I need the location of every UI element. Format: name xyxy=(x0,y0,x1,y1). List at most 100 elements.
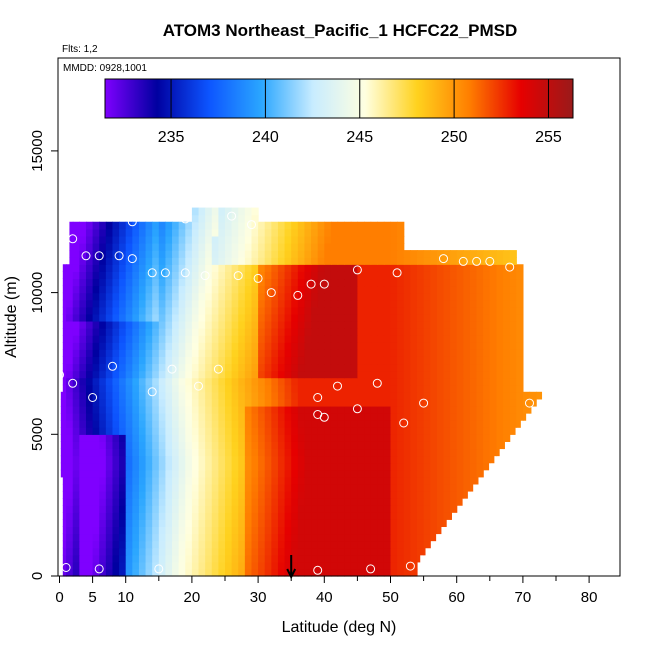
heatmap-cell xyxy=(264,342,272,350)
heatmap-cell xyxy=(284,455,292,464)
heatmap-cell xyxy=(416,299,425,308)
heatmap-cell xyxy=(72,519,80,527)
heatmap-cell xyxy=(125,547,133,556)
heatmap-cell xyxy=(350,469,358,478)
heatmap-cell xyxy=(99,490,107,499)
heatmap-cell xyxy=(145,363,153,372)
heatmap-cell xyxy=(344,462,352,471)
heatmap-cell xyxy=(311,448,319,457)
heatmap-cell xyxy=(317,434,325,442)
heatmap-cell xyxy=(317,328,325,336)
heatmap-cell xyxy=(456,462,464,471)
heatmap-cell xyxy=(178,370,186,379)
heatmap-cell xyxy=(410,320,418,329)
heatmap-cell xyxy=(238,568,246,577)
heatmap-cell xyxy=(509,384,517,393)
heatmap-cell xyxy=(218,207,226,216)
heatmap-cell xyxy=(185,505,193,513)
heatmap-cell xyxy=(238,462,246,471)
heatmap-cell xyxy=(152,441,160,450)
heatmap-cell xyxy=(377,313,385,322)
heatmap-cell xyxy=(284,448,292,457)
flight-point xyxy=(68,378,78,388)
heatmap-cell xyxy=(277,540,286,549)
heatmap-cell xyxy=(211,540,219,549)
heatmap-cell xyxy=(489,356,498,365)
heatmap-cell xyxy=(172,342,180,350)
heatmap-cell xyxy=(132,370,140,379)
heatmap-cell xyxy=(66,299,74,308)
heatmap-cell xyxy=(211,292,219,301)
heatmap-cell xyxy=(231,370,239,379)
heatmap-cell xyxy=(218,540,226,549)
heatmap-cell xyxy=(443,427,451,435)
heatmap-cell xyxy=(165,462,173,471)
heatmap-cell xyxy=(105,278,114,287)
heatmap-cell xyxy=(297,519,306,527)
heatmap-cell xyxy=(271,413,279,421)
heatmap-cell xyxy=(476,299,484,308)
heatmap-cell xyxy=(383,405,392,414)
heatmap-cell xyxy=(79,264,87,272)
heatmap-cell xyxy=(198,554,206,563)
heatmap-cell xyxy=(218,448,226,457)
heatmap-cell xyxy=(205,243,213,251)
heatmap-cell xyxy=(99,363,107,372)
heatmap-cell xyxy=(317,377,325,386)
heatmap-cell xyxy=(277,243,286,251)
heatmap-cell xyxy=(496,313,504,322)
heatmap-cell xyxy=(489,455,495,464)
heatmap-cell xyxy=(377,320,385,329)
heatmap-cell xyxy=(277,292,286,301)
heatmap-cell xyxy=(311,476,319,485)
heatmap-cell xyxy=(370,448,378,457)
heatmap-cell xyxy=(138,505,147,513)
heatmap-cell xyxy=(251,377,259,386)
heatmap-cell xyxy=(152,519,160,527)
heatmap-cell xyxy=(79,427,87,435)
heatmap-cell xyxy=(410,547,418,556)
heatmap-cell xyxy=(198,306,206,315)
heatmap-cell xyxy=(383,533,392,542)
heatmap-cell xyxy=(443,356,451,365)
heatmap-cell xyxy=(496,320,504,329)
heatmap-cell xyxy=(317,448,325,457)
heatmap-cell xyxy=(397,235,405,244)
heatmap-cell xyxy=(191,349,200,357)
heatmap-cell xyxy=(238,377,246,386)
heatmap-cell xyxy=(463,420,471,428)
flight-point xyxy=(61,563,71,572)
heatmap-cell xyxy=(105,561,114,570)
heatmap-cell xyxy=(416,250,425,258)
heatmap-cell xyxy=(218,490,226,499)
heatmap-cell xyxy=(450,512,452,520)
heatmap-cell xyxy=(324,561,332,570)
heatmap-cell xyxy=(304,377,312,386)
heatmap-cell xyxy=(132,420,140,428)
heatmap-cell xyxy=(185,476,193,485)
heatmap-cell xyxy=(85,370,94,379)
heatmap-cell xyxy=(430,498,438,506)
heatmap-cell xyxy=(198,377,206,386)
heatmap-cell xyxy=(158,420,167,428)
heatmap-cell xyxy=(370,313,378,322)
heatmap-cell xyxy=(119,533,127,542)
heatmap-cell xyxy=(251,391,259,400)
heatmap-cell xyxy=(271,228,279,237)
heatmap-cell xyxy=(297,448,306,457)
heatmap-cell xyxy=(297,561,306,570)
heatmap-cell xyxy=(403,257,411,265)
heatmap-cell xyxy=(218,498,226,506)
heatmap-cell xyxy=(125,441,133,450)
heatmap-cell xyxy=(158,363,167,372)
flight-point xyxy=(213,364,223,374)
heatmap-cell xyxy=(251,533,259,542)
heatmap-cell xyxy=(225,313,233,322)
heatmap-cell xyxy=(264,526,272,535)
heatmap-cell xyxy=(165,221,173,230)
heatmap-cell xyxy=(436,320,445,329)
heatmap-cell xyxy=(99,561,107,570)
heatmap-cell xyxy=(191,356,200,365)
heatmap-cell xyxy=(191,483,200,492)
heatmap-cell xyxy=(99,264,107,272)
